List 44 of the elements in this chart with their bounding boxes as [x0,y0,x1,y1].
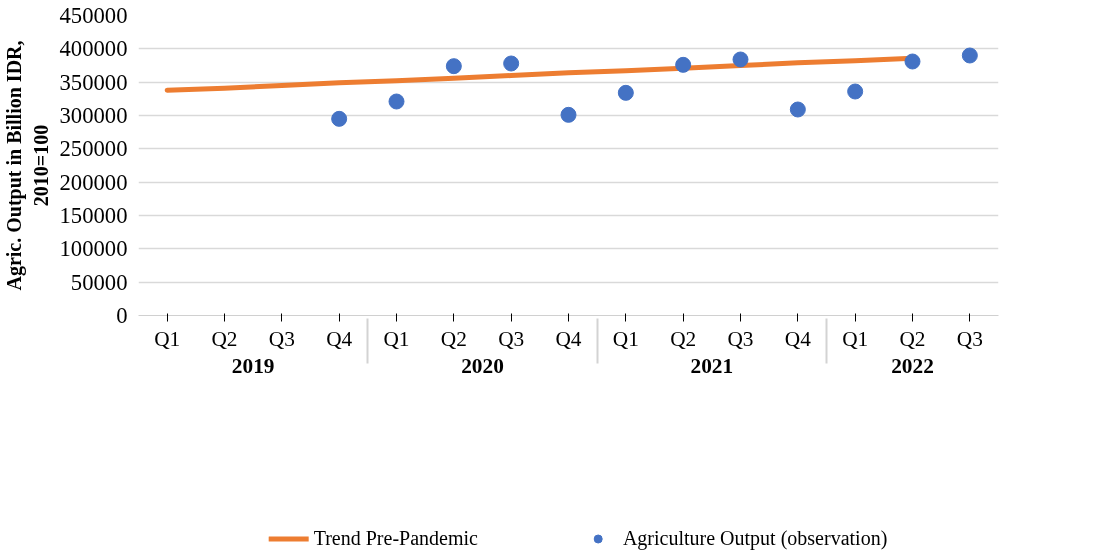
text: 2020 [461,353,504,378]
legend-label: Trend Pre-Pandemic [313,526,478,550]
point [789,101,806,118]
legend-label: Agriculture Output (observation) [622,526,888,550]
x-tick-label: Q1 [842,326,869,351]
y-tick-label: 100000 [59,236,128,262]
text: 2021 [690,353,734,378]
y-tick-label: 400000 [59,36,128,62]
x-tick-label: Q4 [326,326,353,351]
y-tick-label: 150000 [59,203,128,228]
point [617,84,634,101]
x-tick-label: Q3 [498,326,525,351]
x-tick-label: Q3 [268,326,295,351]
point [560,106,577,123]
x-tick-label: Q3 [956,326,983,351]
point [331,110,348,127]
x-tick-label: Q4 [784,326,812,351]
point [445,58,462,75]
y-tick-label: 200000 [59,169,128,195]
point [732,51,749,68]
y-tick-label: 50000 [70,269,128,295]
x-tick-label: Q1 [383,326,410,351]
x-tick-label: Q2 [211,326,238,351]
point [904,53,921,70]
x-tick-label: Q1 [612,326,639,351]
x-tick-label: Q2 [670,326,697,351]
x-tick-label: Q1 [154,326,181,351]
point [503,55,520,72]
y-tick-label: 350000 [59,69,128,95]
x-tick-label: Q2 [440,326,467,351]
y-tick-label: 0 [116,303,128,328]
point [675,56,692,73]
point [961,47,978,64]
x-tick-label: Q3 [727,326,754,351]
point [388,93,405,110]
y-tick-label: 250000 [59,136,128,162]
y-tick-label: 300000 [59,103,128,128]
x-tick-label: Q2 [899,326,926,351]
x-tick-label: Q4 [555,326,582,351]
y-axis-title: Agric. Output in Billion IDR, 2010=100 [3,40,52,291]
text: 2022 [891,353,934,378]
text: 2019 [231,353,275,378]
y-tick-label: 450000 [59,3,128,28]
point [847,83,864,100]
